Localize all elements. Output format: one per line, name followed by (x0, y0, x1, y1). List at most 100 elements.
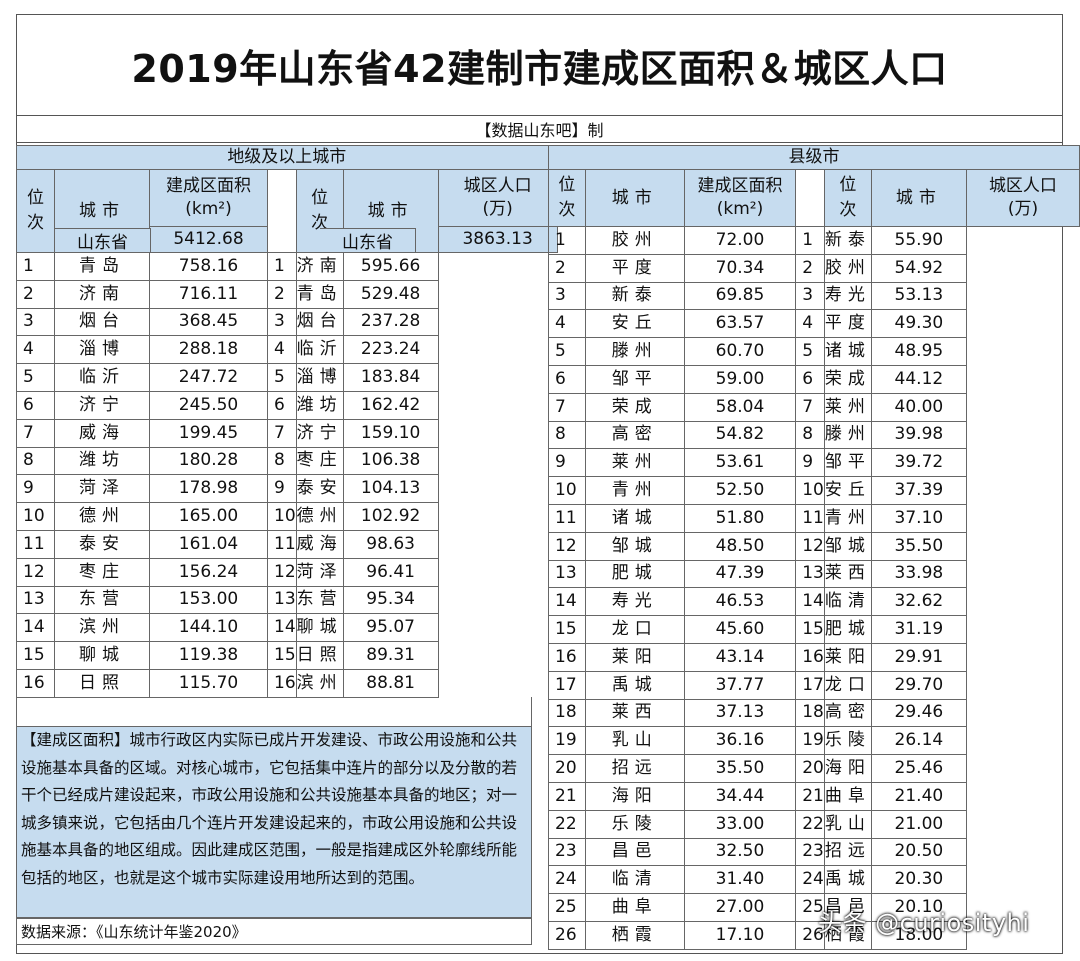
city-cell: 临沂 (295, 335, 344, 365)
rank-cell: 9 (795, 448, 825, 478)
table-row: 4 安丘 63.57 4 平度 49.30 (548, 309, 1080, 339)
area-value-cell: 63.57 (683, 309, 797, 339)
pop-value-cell: 35.50 (870, 531, 967, 561)
table-row: 8 潍坊 180.28 8 枣庄 106.38 (16, 446, 558, 476)
area-value-cell: 48.50 (683, 531, 797, 561)
city-cell: 滕州 (823, 420, 872, 450)
area-header-line1: 建成区面积 (166, 176, 251, 197)
rank-cell: 17 (795, 670, 825, 700)
area-value-cell: 58.04 (683, 392, 797, 422)
definition-note: 【建成区面积】城市行政区内实际已成片开发建设、市政公用设施和公共设施基本具备的区… (16, 726, 532, 918)
rank-cell: 5 (267, 363, 297, 392)
pop-header-line1: 城区人口 (463, 176, 532, 197)
pop-value-cell: 95.34 (342, 585, 439, 615)
city-cell: 临沂 (54, 363, 150, 392)
rank-cell: 4 (16, 335, 55, 365)
city-cell: 栖霞 (823, 920, 872, 950)
pop-value-cell: 37.10 (870, 503, 967, 533)
column-divider (795, 169, 825, 227)
rank-cell: 5 (795, 337, 825, 366)
city-cell: 招远 (584, 754, 685, 783)
area-value-cell: 199.45 (149, 418, 268, 448)
rank-cell: 19 (795, 726, 825, 756)
table-row: 23 昌邑 32.50 23 招远 20.50 (548, 837, 1080, 867)
city-cell: 济宁 (54, 390, 150, 420)
city-cell: 肥城 (823, 615, 872, 644)
city-cell: 高密 (823, 698, 872, 728)
county-table: 县级市 位次 城市 建成区面积 (km²) 位次 城市 城区人口 (万) 1 胶州 72… (548, 145, 1080, 950)
table-row: 16 莱阳 43.14 16 莱阳 29.91 (548, 642, 1080, 672)
area-value-cell: 70.34 (683, 253, 797, 283)
rank-cell: 21 (548, 781, 586, 811)
rank-cell: 10 (548, 476, 586, 505)
city-cell: 枣庄 (54, 557, 150, 587)
city-cell: 滨州 (295, 668, 344, 698)
rank-cell: 4 (795, 309, 825, 339)
table-row: 6 济宁 245.50 6 潍坊 162.42 (16, 390, 558, 420)
city-cell: 德州 (295, 502, 344, 531)
city-cell: 莱阳 (823, 642, 872, 672)
area-value-cell: 31.40 (683, 865, 797, 895)
area-value-cell: 161.04 (149, 529, 268, 559)
pop-value-cell: 25.46 (870, 754, 967, 783)
city-header: 城市 (870, 169, 967, 227)
table-row: 14 寿光 46.53 14 临清 32.62 (548, 587, 1080, 617)
city-cell: 济宁 (295, 418, 344, 448)
area-value-cell: 60.70 (683, 337, 797, 366)
city-cell: 新泰 (584, 281, 685, 311)
pop-value-cell: 102.92 (342, 502, 439, 531)
rank-cell: 8 (548, 420, 586, 450)
pop-value-cell: 54.92 (870, 253, 967, 283)
city-cell: 青州 (823, 503, 872, 533)
rank-cell: 1 (16, 252, 55, 281)
area-value-cell: 27.00 (683, 893, 797, 922)
city-cell: 莱州 (823, 392, 872, 422)
area-value-cell: 35.50 (683, 754, 797, 783)
city-cell: 菏泽 (54, 474, 150, 504)
area-value-cell: 119.38 (149, 641, 268, 670)
rank-cell: 20 (548, 754, 586, 783)
pop-value-cell: 159.10 (342, 418, 439, 448)
city-cell: 东营 (295, 585, 344, 615)
table-row: 5 滕州 60.70 5 诸城 48.95 (548, 337, 1080, 366)
city-cell: 海阳 (584, 781, 685, 811)
pop-value-cell: 183.84 (342, 363, 439, 392)
rank-cell: 4 (267, 335, 297, 365)
prefecture-section-title: 地级及以上城市 (16, 145, 558, 170)
blank-row (16, 697, 532, 726)
pop-value-cell: 44.12 (870, 364, 967, 394)
area-value-cell: 53.61 (683, 448, 797, 478)
rank-cell: 1 (548, 226, 586, 255)
table-row: 14 滨州 144.10 14 聊城 95.07 (16, 613, 558, 643)
pop-value-cell: 39.98 (870, 420, 967, 450)
rank-cell: 7 (267, 418, 297, 448)
pop-value-cell: 106.38 (342, 446, 439, 476)
city-cell: 昌邑 (584, 837, 685, 867)
city-cell: 聊城 (295, 613, 344, 643)
rank-header-text: 位次 (558, 174, 576, 221)
city-cell: 日照 (54, 668, 150, 698)
area-value-cell: 69.85 (683, 281, 797, 311)
table-row: 9 菏泽 178.98 9 泰安 104.13 (16, 474, 558, 504)
city-cell: 莱州 (584, 448, 685, 478)
area-value-cell: 45.60 (683, 615, 797, 644)
rank-cell: 20 (795, 754, 825, 783)
city-cell: 诸城 (584, 503, 685, 533)
table-row: 25 曲阜 27.00 25 昌邑 20.10 (548, 893, 1080, 922)
pop-value-cell: 21.40 (870, 781, 967, 811)
rank-cell: 17 (548, 670, 586, 700)
pop-value-cell: 33.98 (870, 559, 967, 589)
rank-cell: 13 (16, 585, 55, 615)
pop-value-cell: 529.48 (342, 279, 439, 309)
area-value-cell: 51.80 (683, 503, 797, 533)
pop-value-cell: 96.41 (342, 557, 439, 587)
pop-value-cell: 89.31 (342, 641, 439, 670)
rank-cell: 11 (16, 529, 55, 559)
city-cell: 菏泽 (295, 557, 344, 587)
city-cell: 招远 (823, 837, 872, 867)
data-source: 数据来源：《山东统计年鉴2020》 (16, 918, 532, 945)
pop-value-cell: 48.95 (870, 337, 967, 366)
area-header: 建成区面积 (km²) (683, 169, 797, 227)
city-cell: 莱阳 (584, 642, 685, 672)
area-value-cell: 37.13 (683, 698, 797, 728)
